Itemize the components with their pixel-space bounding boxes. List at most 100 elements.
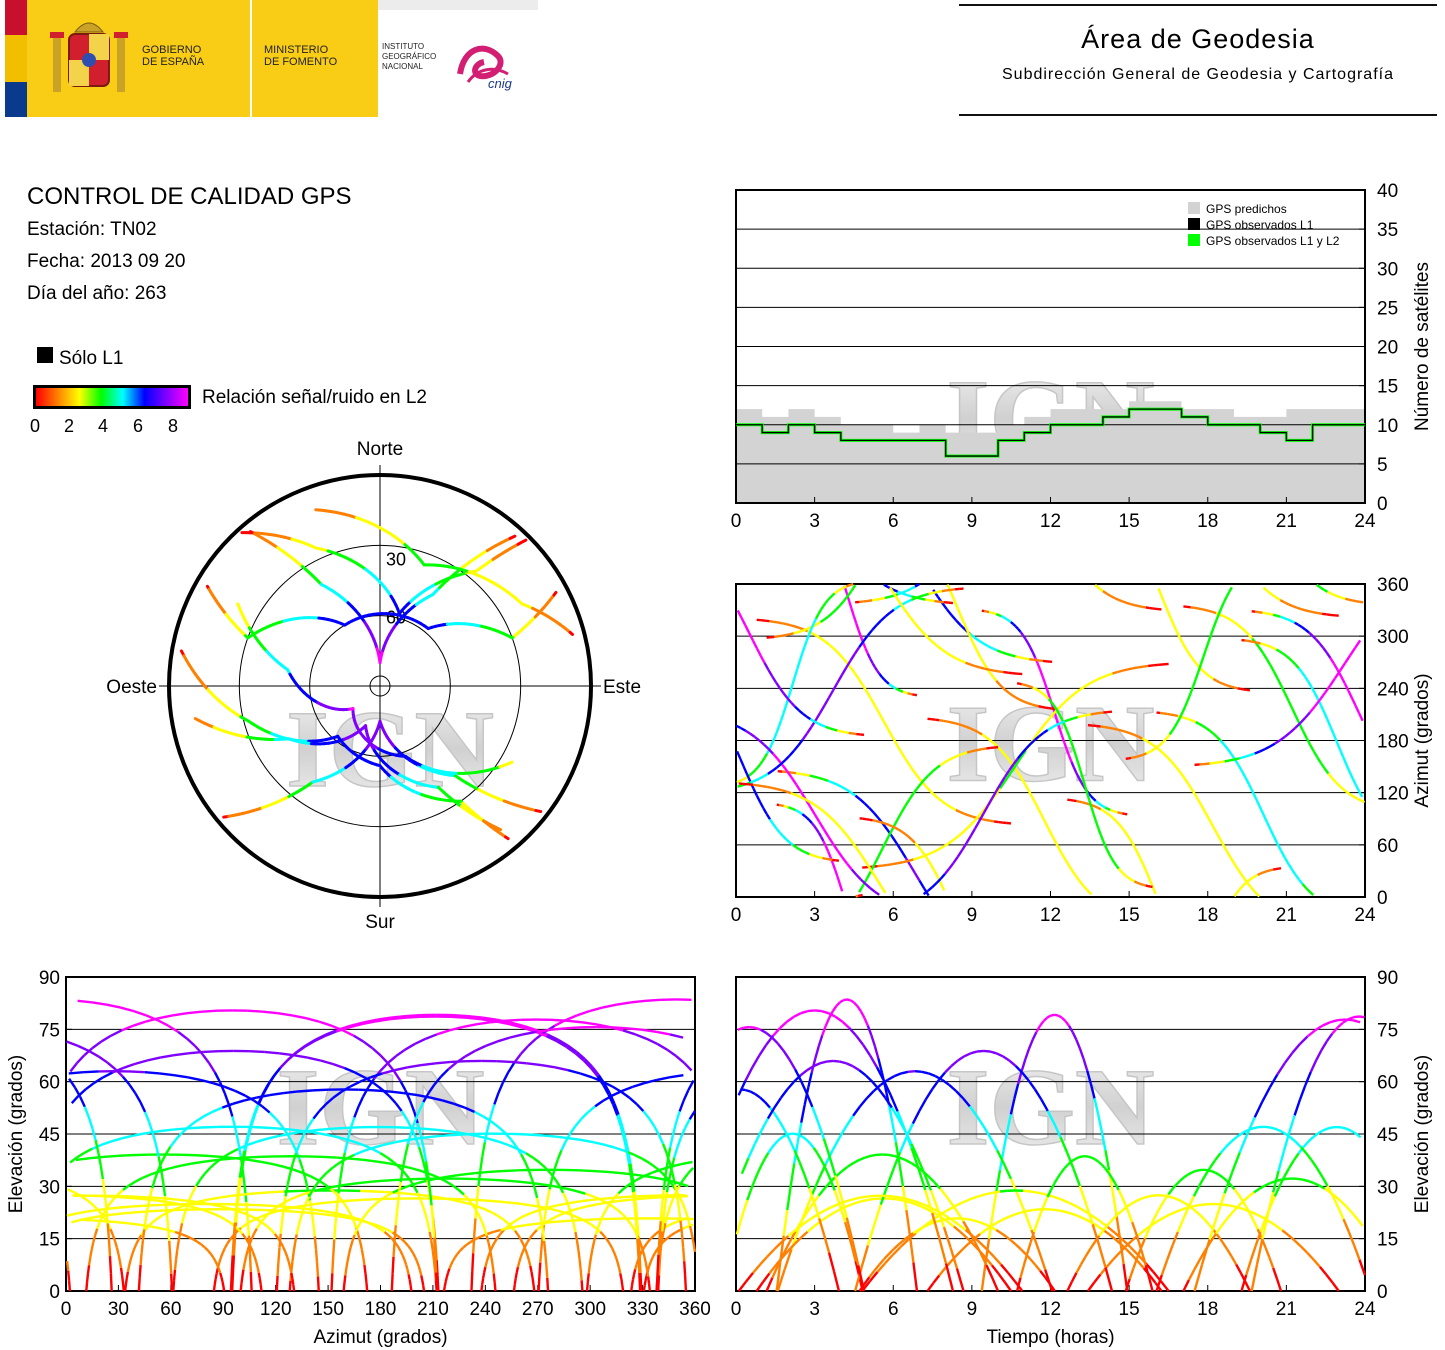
azimuth-track-segment — [950, 614, 957, 622]
elevation-azimuth-segment — [157, 1019, 169, 1027]
azimuth-track-segment — [939, 882, 946, 891]
elevation-azimuth-segment — [330, 1273, 334, 1292]
azimuth-track-segment — [1176, 716, 1182, 723]
elevation-azimuth-segment — [445, 1180, 454, 1187]
elevation-azimuth-segment — [353, 1106, 360, 1118]
elevation-azimuth-segment — [574, 1218, 589, 1222]
elevation-time-segment — [1194, 1209, 1201, 1216]
azimuth-track-segment — [840, 730, 846, 734]
elevation-azimuth-segment — [493, 1282, 497, 1292]
azimuth-track-segment — [1036, 688, 1041, 693]
elevation-azimuth-segment — [110, 1137, 122, 1143]
elevation-time-segment — [1223, 1171, 1234, 1194]
azimuth-track-segment — [836, 589, 840, 593]
azimuth-track-segment — [1110, 594, 1116, 600]
azimuth-track-segment — [907, 692, 911, 696]
azimuth-track-segment — [1166, 712, 1171, 716]
elevation-azimuth-segment — [284, 1251, 289, 1258]
elevation-azimuth-segment — [687, 1079, 695, 1091]
azimuth-track-segment — [1263, 643, 1268, 647]
azimuth-track-segment — [973, 820, 981, 830]
azimuth-track-segment — [1340, 675, 1346, 684]
elevation-azimuth-segment — [160, 1153, 167, 1163]
elevation-time-segment — [786, 1080, 795, 1090]
azimuth-track-segment — [740, 617, 747, 626]
azimuth-track-segment — [939, 719, 944, 722]
azimuth-track-segment — [913, 872, 921, 882]
azimuth-track-segment — [850, 868, 858, 876]
azimuth-track-segment — [974, 664, 981, 669]
azimuth-track-segment — [1258, 806, 1265, 815]
elevation-time-segment — [1326, 1185, 1334, 1197]
elevation-time-segment — [1107, 1218, 1114, 1226]
elevation-azimuth-segment — [357, 1096, 365, 1108]
elevation-azimuth-segment — [443, 1281, 447, 1287]
azimuth-track-segment — [887, 728, 894, 738]
elevation-time-segment — [926, 1282, 935, 1292]
azimuth-track-segment — [935, 764, 941, 770]
elevation-azimuth-segment — [187, 1120, 197, 1129]
elevation-time-segment — [1329, 1019, 1338, 1024]
azimuth-track-segment — [992, 647, 998, 652]
azimuth-track-segment — [920, 849, 926, 856]
azimuth-track-segment — [853, 671, 860, 680]
elevation-azimuth-segment — [272, 1067, 282, 1078]
elevation-azimuth-segment — [422, 1206, 427, 1216]
azimuth-track-segment — [841, 586, 845, 590]
azimuth-track-segment — [1046, 689, 1051, 698]
elevation-azimuth-segment — [508, 1225, 518, 1230]
elevation-azimuth-segment — [217, 1157, 232, 1162]
elevation-azimuth-segment — [464, 1132, 478, 1138]
azimuth-track-segment — [962, 724, 967, 728]
azimuth-track-segment — [1124, 874, 1129, 879]
elevation-azimuth-segment — [368, 1221, 376, 1227]
elevation-azimuth-segment — [139, 1101, 147, 1113]
elevation-azimuth-segment — [683, 1275, 688, 1292]
azimuth-track-segment — [1174, 765, 1181, 773]
elevation-time-segment — [1030, 1190, 1039, 1194]
azimuth-track-segment — [1288, 657, 1294, 663]
azimuth-track-segment — [1027, 790, 1034, 799]
elevation-azimuth-segment — [508, 1022, 523, 1029]
observed-l1-line — [736, 408, 1365, 457]
elevation-time-segment — [971, 1218, 978, 1223]
elevation-azimuth-segment — [545, 1034, 558, 1043]
elevation-azimuth-segment — [231, 1238, 235, 1256]
azimuth-track-segment — [1090, 712, 1096, 716]
azimuth-track-segment — [775, 726, 780, 734]
elevation-azimuth-segment — [188, 1192, 194, 1201]
elevation-time-segment — [1256, 1213, 1265, 1220]
elevation-azimuth-segment — [659, 1231, 664, 1246]
elevation-azimuth-segment — [134, 1176, 144, 1183]
elevation-time-segment — [1111, 1191, 1118, 1215]
azimuth-track-segment — [1012, 623, 1017, 628]
elevation-azimuth-segment — [553, 1135, 569, 1140]
azimuth-track-segment — [1050, 709, 1058, 718]
azimuth-track-segment — [780, 759, 787, 765]
azimuth-track-segment — [1234, 686, 1238, 690]
elevation-time-segment — [976, 1193, 986, 1198]
elevation-azimuth-segment — [342, 1029, 355, 1037]
elevation-azimuth-segment — [83, 1070, 99, 1074]
elevation-azimuth-segment — [120, 1006, 135, 1013]
azimuth-track-segment — [1237, 764, 1244, 772]
elevation-time-segment — [1002, 1055, 1010, 1062]
elevation-time-segment — [1171, 1183, 1178, 1190]
elevation-azimuth-segment — [633, 1207, 638, 1223]
azimuth-track-segment — [1004, 772, 1012, 782]
azimuth-track-segment — [931, 882, 938, 889]
elevation-time-segment — [1159, 1199, 1166, 1208]
elevation-azimuth-segment — [256, 1266, 260, 1274]
azimuth-track-segment — [806, 817, 811, 822]
azimuth-track-segment — [939, 873, 946, 880]
elevation-time-segment — [1115, 1214, 1122, 1239]
elevation-azimuth-segment — [668, 1162, 674, 1174]
azimuth-track-segment — [803, 640, 808, 648]
elevation-azimuth-segment — [362, 1256, 366, 1266]
azimuth-track-segment — [1183, 776, 1190, 785]
azimuth-track-segment — [1041, 675, 1046, 684]
elevation-time-segment — [812, 1147, 819, 1154]
elevation-azimuth-segment — [279, 1052, 294, 1057]
elevation-time-segment — [875, 1066, 885, 1082]
elevation-azimuth-segment — [532, 1229, 538, 1235]
